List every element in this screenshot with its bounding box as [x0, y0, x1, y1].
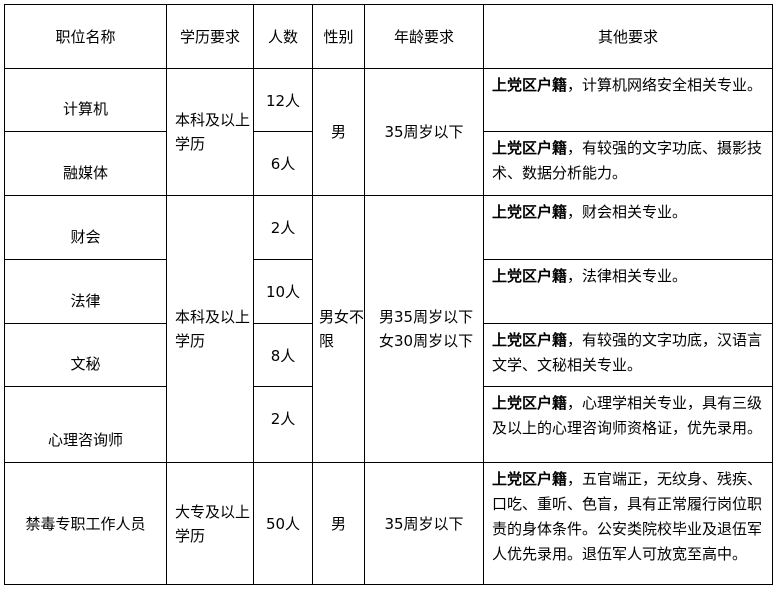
other-req-cell: 上党区户籍，法律相关专业。 — [483, 259, 773, 324]
req-bold: 上党区户籍 — [492, 203, 568, 221]
position-cell: 文秘 — [4, 323, 167, 387]
education-cell: 本科及以上学历 — [166, 195, 254, 463]
other-req-cell: 上党区户籍，计算机网络安全相关专业。 — [483, 68, 773, 132]
other-req-cell: 上党区户籍，心理学相关专业，具有三级及以上的心理咨询师资格证，优先录用。 — [483, 386, 773, 463]
table-row: 心理咨询师 2人 上党区户籍，心理学相关专业，具有三级及以上的心理咨询师资格证，… — [4, 386, 773, 463]
other-req-cell: 上党区户籍，有较强的文字功底，汉语言文学、文秘相关专业。 — [483, 323, 773, 387]
age-cell: 35周岁以下 — [364, 462, 484, 585]
position-cell: 法律 — [4, 259, 167, 324]
table-row: 法律 10人 上党区户籍，法律相关专业。 — [4, 259, 773, 324]
position-cell: 财会 — [4, 195, 167, 260]
req-bold: 上党区户籍 — [492, 394, 568, 412]
gender-cell: 男 — [312, 68, 365, 196]
table-row: 禁毒专职工作人员 大专及以上学历 50人 男 35周岁以下 上党区户籍，五官端正… — [4, 462, 773, 585]
gender-cell: 男 — [312, 462, 365, 585]
req-bold: 上党区户籍 — [492, 76, 568, 94]
table-row: 文秘 8人 上党区户籍，有较强的文字功底，汉语言文学、文秘相关专业。 — [4, 323, 773, 387]
count-cell: 8人 — [253, 323, 313, 387]
req-text: ，有较强的文字功底，汉语言文学、文秘相关专业。 — [492, 331, 763, 374]
other-req-cell: 上党区户籍，有较强的文字功底、摄影技术、数据分析能力。 — [483, 131, 773, 196]
count-cell: 50人 — [253, 462, 313, 585]
age-cell: 35周岁以下 — [364, 68, 484, 196]
req-text: ，心理学相关专业，具有三级及以上的心理咨询师资格证，优先录用。 — [492, 394, 763, 437]
table-row: 财会 本科及以上学历 2人 男女不限 男35周岁以下 女30周岁以下 上党区户籍… — [4, 195, 773, 463]
count-cell: 6人 — [253, 131, 313, 196]
other-req-cell: 上党区户籍，五官端正，无纹身、残疾、口吃、重听、色盲，具有正常履行岗位职责的身体… — [483, 462, 773, 585]
table-row: 计算机 本科及以上学历 12人 男 35周岁以下 上党区户籍，计算机网络安全相关… — [4, 68, 773, 196]
other-req-cell: 上党区户籍，财会相关专业。 — [483, 195, 773, 260]
count-cell: 12人 — [253, 68, 313, 132]
header-row: 职位名称 学历要求 人数 性别 年龄要求 其他要求 — [4, 4, 773, 69]
req-bold: 上党区户籍 — [492, 470, 568, 488]
recruitment-table: 职位名称 学历要求 人数 性别 年龄要求 其他要求 计算机 本科及以上学历 12… — [4, 4, 773, 585]
position-cell: 融媒体 — [4, 131, 167, 196]
req-bold: 上党区户籍 — [492, 267, 568, 285]
req-text: ，计算机网络安全相关专业。 — [567, 76, 763, 94]
education-cell: 大专及以上学历 — [166, 462, 254, 585]
gender-cell: 男女不限 — [312, 195, 365, 463]
count-cell: 10人 — [253, 259, 313, 324]
position-cell: 心理咨询师 — [4, 386, 167, 463]
req-text: ，有较强的文字功底、摄影技术、数据分析能力。 — [492, 139, 763, 182]
header-education: 学历要求 — [166, 4, 254, 69]
count-cell: 2人 — [253, 195, 313, 260]
age-cell: 男35周岁以下 女30周岁以下 — [364, 195, 484, 463]
count-cell: 2人 — [253, 386, 313, 463]
header-position: 职位名称 — [4, 4, 167, 69]
header-count: 人数 — [253, 4, 313, 69]
req-bold: 上党区户籍 — [492, 139, 568, 157]
req-bold: 上党区户籍 — [492, 331, 568, 349]
req-text: ，五官端正，无纹身、残疾、口吃、重听、色盲，具有正常履行岗位职责的身体条件。公安… — [492, 470, 763, 563]
position-cell: 计算机 — [4, 68, 167, 132]
position-cell: 禁毒专职工作人员 — [4, 462, 167, 585]
req-text: ，财会相关专业。 — [567, 203, 688, 221]
header-other: 其他要求 — [483, 4, 773, 69]
table-row: 融媒体 6人 上党区户籍，有较强的文字功底、摄影技术、数据分析能力。 — [4, 131, 773, 196]
header-age: 年龄要求 — [364, 4, 484, 69]
education-cell: 本科及以上学历 — [166, 68, 254, 196]
req-text: ，法律相关专业。 — [567, 267, 688, 285]
header-gender: 性别 — [312, 4, 365, 69]
